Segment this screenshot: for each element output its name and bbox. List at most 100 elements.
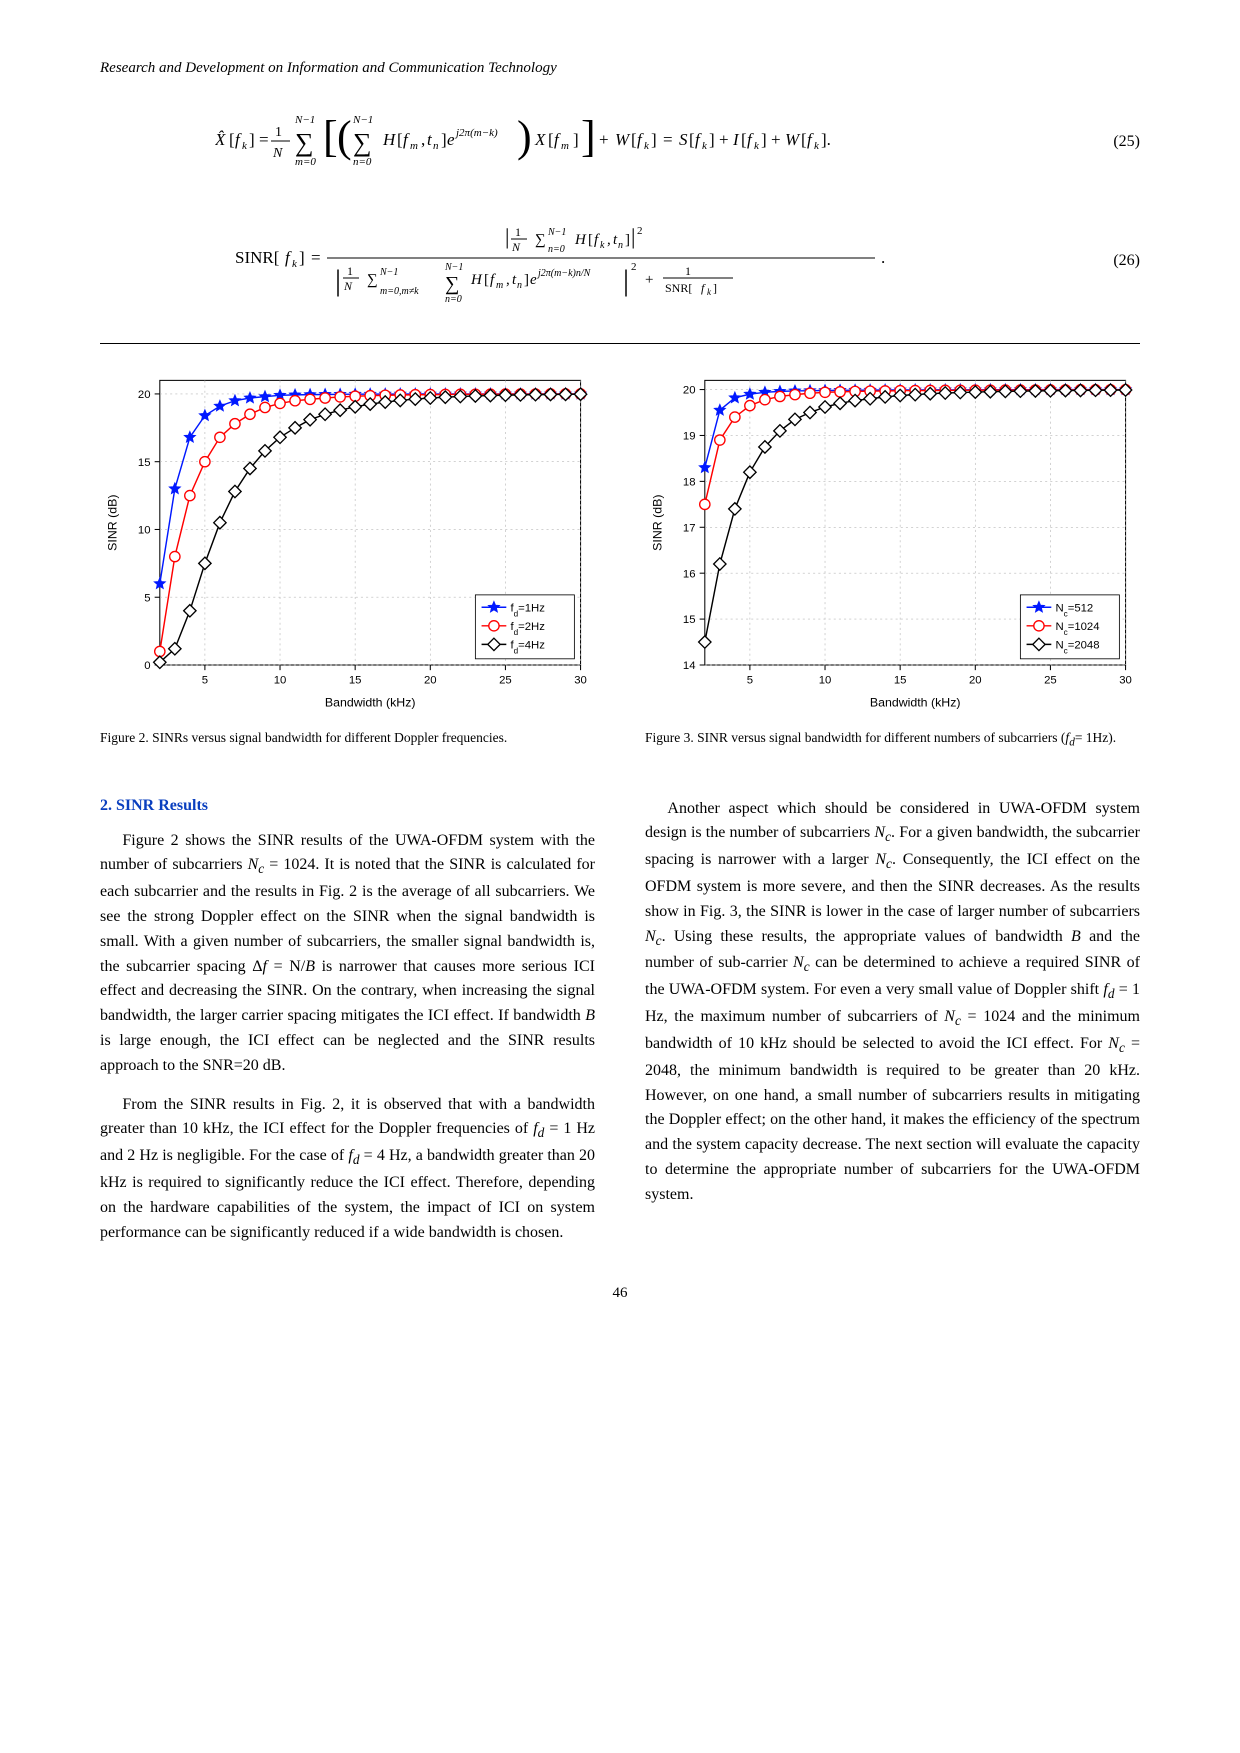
svg-text:m=0,m≠k: m=0,m≠k [380,286,419,297]
page-number: 46 [100,1285,1140,1302]
svg-text:10: 10 [819,675,832,687]
svg-text:e: e [447,130,455,149]
svg-text:]: ] [573,130,579,149]
svg-text:f: f [637,130,644,149]
svg-text:=: = [663,130,673,149]
svg-text:N: N [272,146,283,161]
svg-text:]: ] [249,130,255,149]
svg-text:f: f [701,281,706,295]
svg-text:f: f [807,130,814,149]
svg-text:k: k [292,258,298,270]
running-header: Research and Development on Information … [100,60,1140,77]
svg-text:20: 20 [683,385,696,397]
svg-text:+: + [719,130,729,149]
svg-text:].: ]. [821,130,831,149]
svg-text:N: N [343,279,353,293]
svg-text:18: 18 [683,476,696,488]
svg-text:+: + [771,130,781,149]
equation-26-row: SINR[fk] = | 1 N ∑ N−1 n=0 H[ fk ,tn] | [100,208,1140,313]
svg-text:1: 1 [515,225,521,239]
svg-text:N−1: N−1 [547,227,566,238]
svg-text:∑: ∑ [445,273,459,295]
svg-text:10: 10 [274,675,287,687]
svg-text:n=0: n=0 [353,156,372,168]
svg-text:+: + [645,272,653,288]
svg-text:25: 25 [499,675,512,687]
svg-text:20: 20 [138,389,151,401]
svg-text:∑: ∑ [353,128,372,157]
figure-3-caption-text: SINR versus signal bandwidth for differe… [697,730,1116,745]
svg-text:Bandwidth (kHz): Bandwidth (kHz) [870,695,961,709]
svg-text:X: X [534,130,546,149]
svg-text:n: n [517,280,522,291]
svg-text:N−1: N−1 [294,114,315,126]
svg-text:f: f [235,130,242,149]
svg-text:|: | [631,224,635,249]
svg-text:n=0: n=0 [548,244,565,255]
svg-text:(: ( [337,112,352,161]
svg-text:5: 5 [747,675,753,687]
svg-text:]: ] [581,112,596,161]
svg-text:N−1: N−1 [379,267,398,278]
svg-text:j2π(m−k)n/N: j2π(m−k)n/N [536,268,592,279]
svg-text:=: = [259,130,269,149]
svg-text:f: f [747,130,754,149]
svg-text:,: , [421,130,425,149]
svg-text:k: k [707,287,712,297]
svg-text:15: 15 [349,675,362,687]
svg-text:f: f [403,130,410,149]
svg-text:k: k [600,240,605,251]
svg-text:15: 15 [894,675,907,687]
svg-text:5: 5 [202,675,208,687]
svg-text:H: H [574,232,587,248]
svg-text:0: 0 [144,660,150,672]
svg-text:N−1: N−1 [444,262,463,273]
svg-text:]: ] [651,130,657,149]
svg-text:10: 10 [138,525,151,537]
svg-text:SINR (dB): SINR (dB) [106,495,120,551]
svg-text:m=0: m=0 [295,156,316,168]
svg-text:]: ] [625,232,630,248]
svg-text:1: 1 [347,264,353,278]
svg-text:.: . [881,248,885,267]
svg-text:): ) [517,112,532,161]
equation-25-number: (25) [1090,133,1140,151]
svg-text:N: N [511,240,521,254]
svg-text:f: f [695,130,702,149]
svg-text:k: k [644,140,650,152]
svg-text:j2π(m−k): j2π(m−k) [454,127,498,139]
svg-text:+: + [599,130,609,149]
svg-text:19: 19 [683,431,696,443]
svg-text:1: 1 [685,264,691,278]
equation-26: SINR[fk] = | 1 N ∑ N−1 n=0 H[ fk ,tn] | [100,208,1090,313]
svg-text:]: ] [761,130,767,149]
svg-text:∑: ∑ [295,128,314,157]
svg-text:W: W [785,130,801,149]
svg-text:SINR (dB): SINR (dB) [651,495,665,551]
svg-text:]: ] [299,248,305,267]
svg-text:]: ] [709,130,715,149]
body-para-right-1: Another aspect which should be considere… [645,797,1140,1208]
svg-text:SNR[: SNR[ [665,281,692,295]
body-para-left-1: Figure 2 shows the SINR results of the U… [100,829,595,1079]
svg-text:20: 20 [969,675,982,687]
body-para-left-2: From the SINR results in Fig. 2, it is o… [100,1093,595,1246]
svg-text:5: 5 [144,592,150,604]
equation-25-row: X̂ [fk] = 1 N N−1 ∑ m=0 [ ( N−1 ∑ n=0 H[ [100,105,1140,178]
svg-text:15: 15 [138,457,151,469]
svg-text:m: m [561,140,569,152]
figure-3-caption: Figure 3. SINR versus signal bandwidth f… [645,729,1140,751]
svg-text:14: 14 [683,660,696,672]
svg-text:n: n [618,240,623,251]
svg-text:17: 17 [683,522,696,534]
svg-text:[: [ [323,112,338,161]
equation-26-number: (26) [1090,252,1140,270]
figure-2-caption-text: SINRs versus signal bandwidth for differ… [152,730,507,745]
svg-text:[: [ [588,232,593,248]
svg-text:W: W [615,130,631,149]
svg-text:k: k [754,140,760,152]
figure-2-caption-prefix: Figure 2. [100,730,149,745]
svg-text:,: , [607,232,611,248]
figure-3-caption-prefix: Figure 3. [645,730,694,745]
figure-2-chart: 5101520253005101520Bandwidth (kHz)SINR (… [100,368,595,719]
